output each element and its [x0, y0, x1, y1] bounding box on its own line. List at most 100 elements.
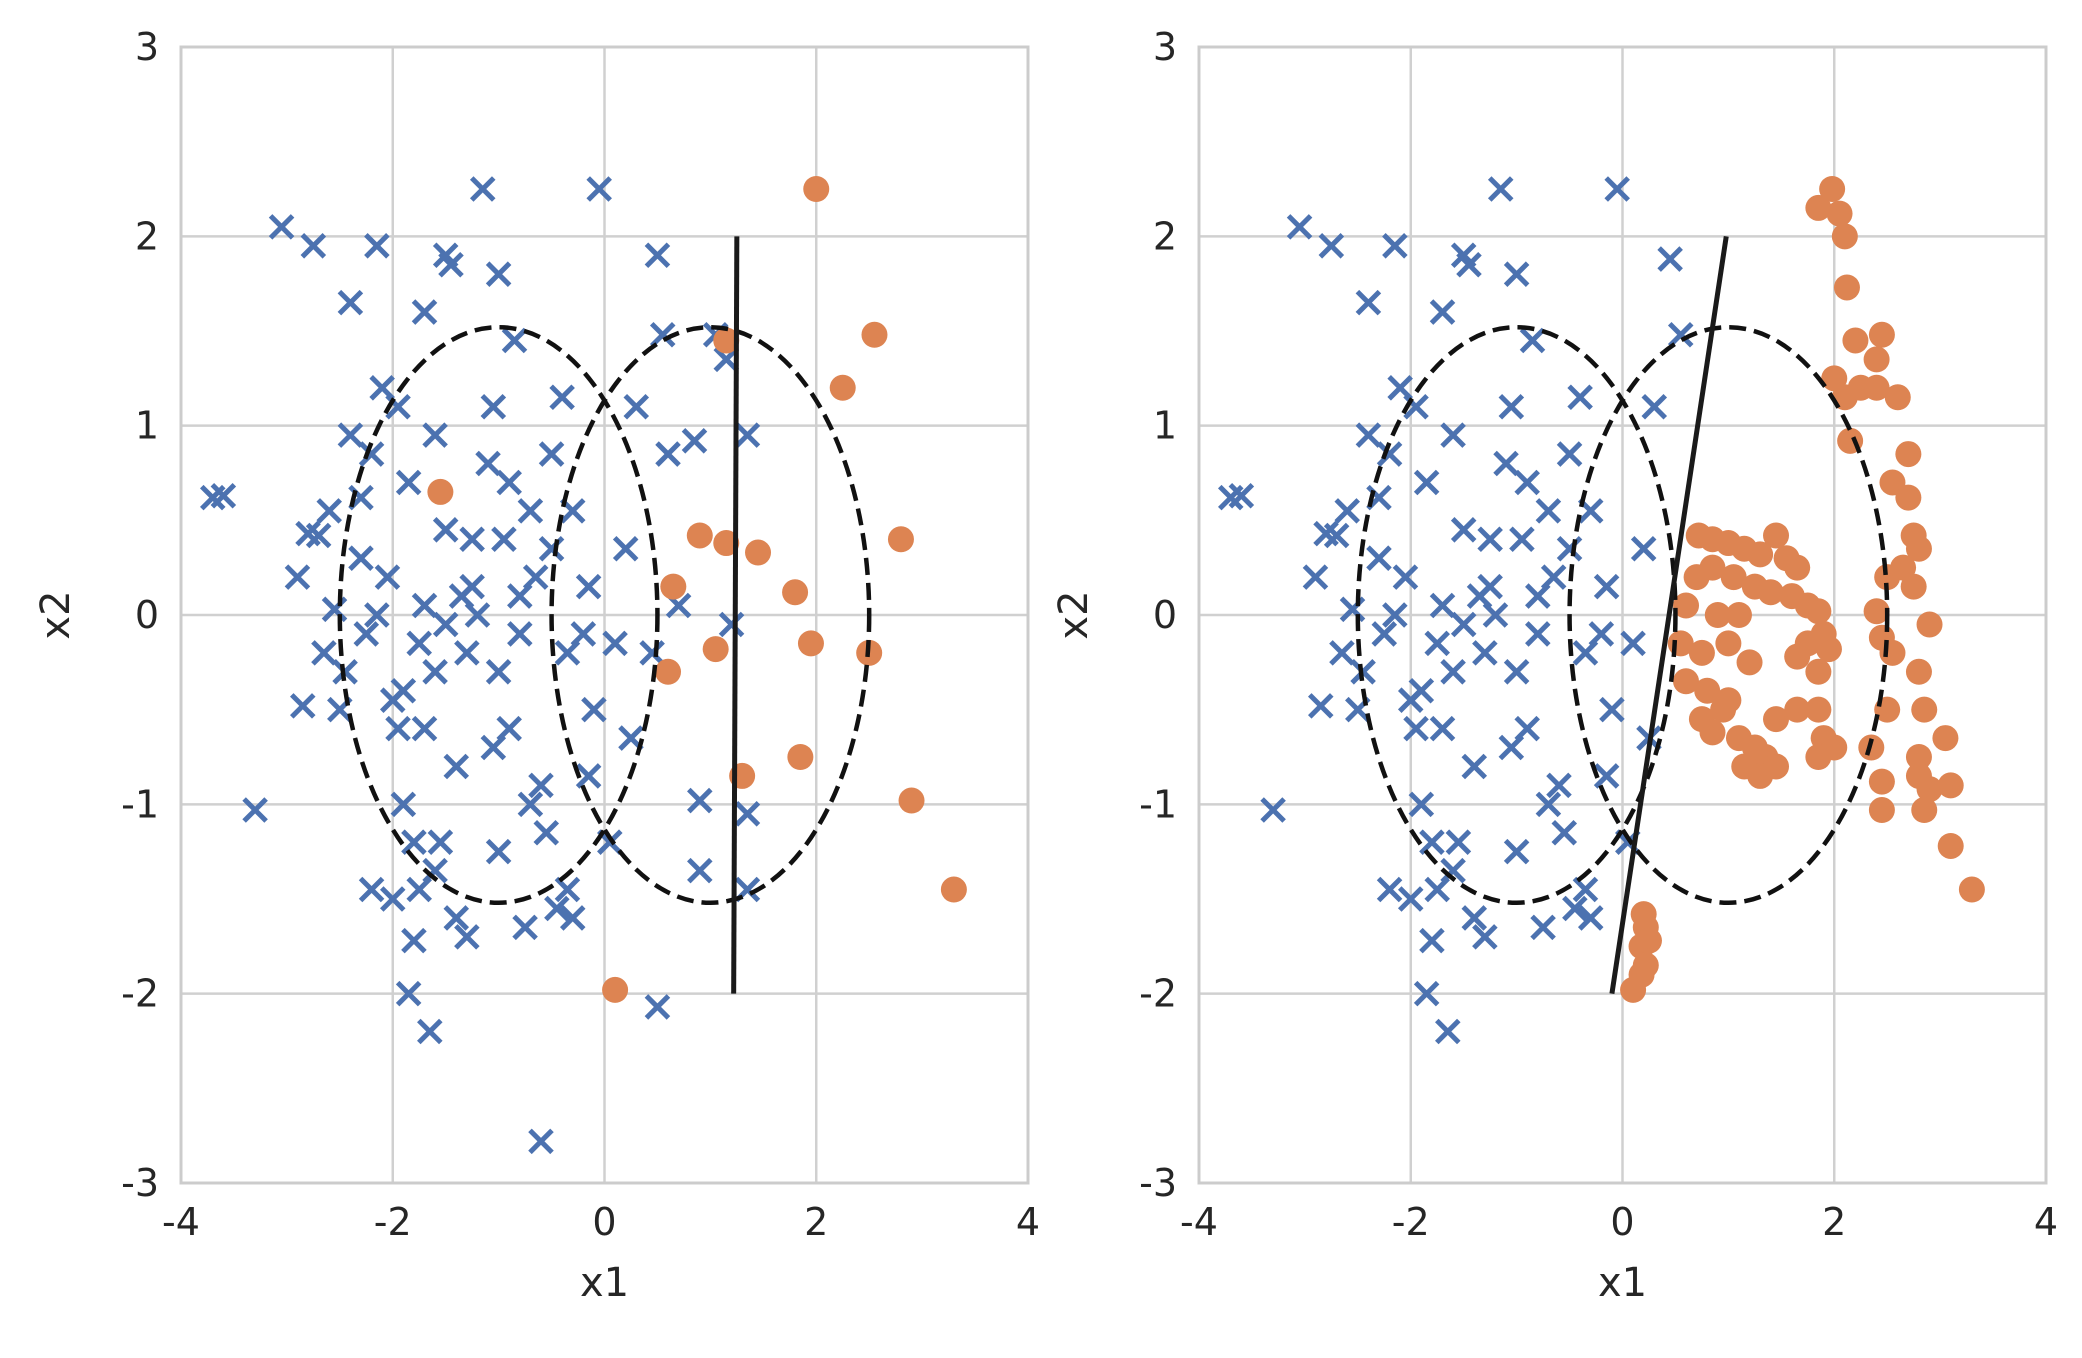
left-cross-point	[549, 384, 575, 411]
left-cross-point	[422, 857, 448, 884]
left-circle-point	[602, 976, 629, 1003]
right-cross-point	[1667, 322, 1694, 348]
left-cross-point	[311, 640, 337, 666]
left-circle-point	[803, 176, 830, 202]
right-cross-point	[1604, 176, 1630, 202]
left-cross-point	[454, 640, 480, 666]
left-circle-point	[898, 787, 925, 814]
left-cross-point	[337, 422, 364, 448]
left-cross-point	[501, 327, 528, 354]
left-cross-point	[538, 441, 565, 467]
left-x-tick-label: -4	[162, 1200, 200, 1244]
right-circle-point	[1699, 554, 1726, 581]
right-circle-point	[1900, 573, 1927, 600]
right-y-tick-label: -1	[1139, 782, 1177, 826]
right-cross-point	[1419, 829, 1445, 855]
right-cross-point	[1461, 753, 1488, 780]
right-circle-point	[1620, 976, 1647, 1003]
left-cross-point	[485, 838, 512, 865]
left-cross-point	[681, 428, 708, 454]
left-cross-point	[411, 715, 438, 742]
right-cross-point	[1551, 819, 1578, 846]
left-cross-point	[649, 322, 676, 348]
right-circle-point	[1673, 668, 1700, 695]
right-cross-point	[1503, 659, 1530, 685]
right-cross-point	[1217, 484, 1244, 511]
left-cross-point	[385, 715, 411, 742]
right-circle-point	[1863, 598, 1890, 625]
right-cross-point	[1530, 914, 1556, 941]
right-circle-point	[1757, 579, 1784, 606]
right-decision-boundary	[1609, 235, 1729, 995]
left-cross-point	[432, 611, 459, 638]
left-cross-point	[459, 526, 485, 553]
left-cross-point	[364, 233, 390, 259]
right-cross-point	[1540, 564, 1567, 590]
right-cross-point	[1450, 517, 1477, 543]
right-cross-point	[1307, 693, 1334, 719]
left-cross-point	[438, 251, 464, 278]
left-cross-point	[443, 905, 470, 931]
right-circle-point	[1784, 696, 1811, 723]
left-cross-point	[401, 927, 427, 954]
right-cross-point	[1593, 573, 1620, 600]
left-x-axis-label: x1	[580, 1260, 629, 1306]
left-decision-boundary	[731, 236, 740, 994]
right-circle-point	[1826, 200, 1853, 227]
left-y-tick-label: 0	[135, 593, 159, 637]
right-x-axis-label: x1	[1598, 1260, 1647, 1306]
right-cross-point	[1376, 441, 1403, 467]
right-circle-point	[1805, 598, 1832, 625]
left-cross-point	[390, 677, 417, 704]
right-circle-point	[1874, 564, 1901, 591]
left-cross-point	[353, 621, 380, 647]
left-cross-point	[491, 526, 517, 553]
right-y-tick-label: 1	[1153, 404, 1177, 448]
left-cross-point	[454, 924, 480, 950]
left-y-tick-label: 1	[135, 404, 159, 448]
left-cross-point	[480, 393, 507, 420]
left-cross-point	[348, 545, 374, 571]
right-circle-point	[1868, 321, 1895, 348]
right-cross-point	[1482, 602, 1509, 628]
right-y-tick-label: 2	[1153, 214, 1177, 258]
right-cross-point	[1445, 829, 1472, 855]
right-circle-point	[1911, 696, 1938, 723]
left-cross-point	[644, 242, 671, 269]
right-y-tick-label: -3	[1139, 1161, 1177, 1205]
right-cross-point	[1456, 251, 1482, 278]
left-cross-point	[528, 1128, 554, 1155]
left-cross-point	[395, 980, 422, 1007]
left-cross-point	[496, 469, 522, 496]
right-cross-point	[1620, 630, 1646, 657]
left-x-tick-label: 0	[592, 1200, 616, 1244]
left-cross-point	[713, 346, 740, 373]
left-cross-point	[718, 611, 745, 638]
left-circle-point	[829, 374, 856, 401]
left-cross-point	[289, 693, 316, 719]
left-cross-point	[575, 763, 602, 789]
right-circle-point	[1805, 194, 1832, 221]
right-cross-point	[1472, 640, 1498, 666]
right-y-tick-label: -2	[1139, 972, 1177, 1016]
left-cross-point	[379, 886, 406, 912]
left-cross-point	[687, 787, 713, 814]
right-cross-point	[1450, 611, 1477, 638]
left-cross-point	[464, 602, 491, 628]
right-cross-point	[1509, 526, 1535, 553]
left-cross-point	[612, 535, 639, 562]
left-cross-point	[623, 393, 650, 420]
right-circle-point	[1905, 658, 1932, 685]
left-cross-point	[459, 573, 485, 600]
left-x-tick-label: 4	[1016, 1200, 1040, 1244]
left-cross-point	[485, 261, 512, 287]
right-x-tick-label: -2	[1392, 1200, 1430, 1244]
left-circle-point	[427, 478, 454, 505]
left-cross-point	[284, 564, 311, 590]
right-cross-point	[1593, 763, 1620, 789]
left-cross-point	[199, 484, 226, 511]
right-cross-point	[1429, 715, 1456, 742]
right-circle-point	[1905, 744, 1932, 770]
